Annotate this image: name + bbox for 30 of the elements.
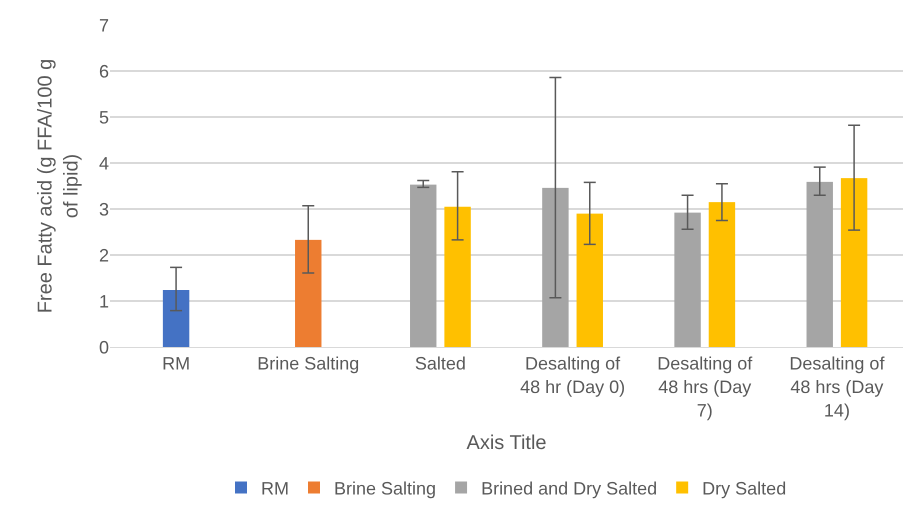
- x-tick-label: Desalting of 48 hrs (Day 14): [789, 354, 886, 420]
- x-tick-label: Desalting of 48 hrs (Day 7): [657, 354, 754, 420]
- y-tick-label: 2: [98, 245, 109, 266]
- bar: [444, 206, 471, 347]
- bar: [840, 178, 868, 347]
- y-tick-label: 4: [98, 153, 109, 174]
- bar: [806, 182, 833, 347]
- legend-label: Dry Salted: [702, 478, 786, 499]
- y-axis-title: Free Fatty acid (g FFA/100 g of lipid): [34, 58, 82, 314]
- bar: [576, 214, 603, 347]
- x-tick-label: Brine Salting: [257, 354, 360, 374]
- x-tick-label: Salted: [414, 354, 466, 374]
- y-tick-label: 6: [98, 61, 109, 82]
- y-tick-label: 5: [98, 107, 109, 128]
- x-tick-label: Desalting of 48 hr (Day 0): [520, 354, 626, 397]
- y-tick-label: 7: [98, 15, 109, 36]
- bar: [708, 202, 736, 347]
- y-tick-label: 0: [98, 337, 109, 358]
- bar: [674, 212, 701, 347]
- legend-label: Brine Salting: [334, 478, 436, 499]
- bar: [542, 188, 569, 347]
- legend-label: RM: [261, 478, 289, 499]
- x-axis-title: Axis Title: [466, 432, 547, 454]
- y-tick-label: 3: [98, 199, 109, 220]
- bar: [295, 240, 322, 347]
- bar: [410, 184, 436, 347]
- bar: [162, 290, 190, 347]
- legend-label: Brined and Dry Salted: [481, 478, 658, 499]
- y-tick-label: 1: [98, 291, 109, 312]
- x-tick-label: RM: [162, 354, 190, 374]
